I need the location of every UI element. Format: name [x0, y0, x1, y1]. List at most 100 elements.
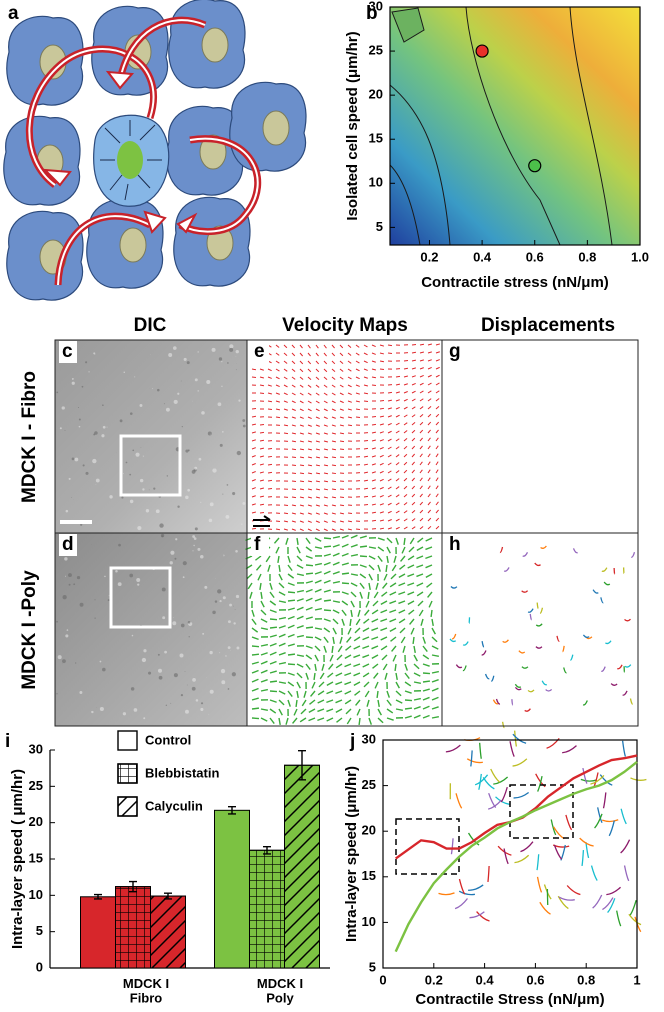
y-tick-label: 20 [29, 814, 43, 829]
velocity-vector [259, 463, 264, 466]
velocity-vector [387, 486, 392, 490]
velocity-vector [260, 708, 269, 712]
speckle [130, 687, 135, 691]
speckle [188, 636, 190, 638]
x-tick-label: 0.4 [473, 249, 492, 264]
track [602, 792, 607, 809]
velocity-vector [347, 344, 352, 349]
y-axis-label: Isolated cell speed (μm/hr) [344, 31, 361, 220]
velocity-vector [403, 438, 408, 442]
velocity-vector [404, 699, 413, 702]
velocity-vector [339, 384, 344, 388]
velocity-vector [411, 485, 416, 490]
velocity-vector [387, 446, 392, 450]
velocity-vector [395, 681, 400, 689]
velocity-vector [299, 400, 304, 404]
speckle [193, 537, 197, 540]
speckle [157, 388, 160, 392]
velocity-vector [315, 456, 321, 459]
track [479, 742, 482, 759]
velocity-vector [323, 408, 328, 412]
velocity-vector [278, 681, 287, 685]
speckle [140, 446, 142, 448]
velocity-vector [251, 439, 256, 442]
track [500, 786, 508, 803]
velocity-vector [389, 582, 397, 588]
speckle [226, 484, 229, 486]
speckle [165, 407, 170, 412]
x-tick-label: 1 [633, 972, 640, 987]
velocity-vector [419, 526, 424, 530]
panel-letter: b [366, 3, 378, 24]
velocity-vector [363, 439, 369, 442]
velocity-vector [371, 447, 376, 450]
column-title: DIC [134, 315, 167, 336]
velocity-vector [403, 398, 408, 402]
velocity-vector [301, 699, 307, 707]
velocity-vector [326, 717, 334, 722]
velocity-vector [326, 708, 334, 713]
velocity-vector [371, 609, 379, 615]
velocity-vector [345, 645, 352, 651]
speckle [102, 667, 106, 672]
velocity-vector [355, 368, 360, 372]
track [539, 607, 544, 614]
speckle [143, 717, 146, 720]
velocity-vector [395, 446, 400, 450]
velocity-vector [427, 359, 432, 362]
track [562, 745, 577, 754]
track [541, 680, 548, 686]
velocity-vector [368, 573, 373, 581]
track [620, 808, 627, 825]
image-texture [56, 341, 647, 933]
velocity-vector [339, 424, 345, 427]
speckle [235, 356, 237, 358]
velocity-vector [283, 512, 289, 515]
speckle [139, 403, 143, 407]
speckle [173, 399, 178, 404]
bar-hatch [150, 895, 186, 969]
x-tick-label: 0.4 [476, 972, 495, 987]
velocity-vector [371, 636, 379, 641]
track [540, 545, 547, 549]
velocity-vector [283, 368, 288, 372]
track [592, 894, 603, 909]
speckle [229, 603, 232, 607]
speckle [219, 652, 221, 654]
velocity-vector [331, 496, 337, 499]
velocity-vector [341, 582, 350, 585]
velocity-vector [315, 464, 321, 467]
velocity-vector [307, 464, 313, 467]
velocity-vector [255, 555, 262, 561]
velocity-vector [278, 633, 286, 638]
velocity-vector [339, 416, 344, 419]
velocity-vector [287, 699, 291, 707]
velocity-vector [407, 573, 415, 578]
velocity-vector [395, 438, 400, 442]
track [580, 778, 598, 782]
speckle [56, 693, 58, 695]
velocity-vector [350, 582, 358, 587]
speckle [185, 709, 189, 714]
speckle [197, 351, 199, 353]
speckle [64, 430, 66, 431]
velocity-vector [435, 398, 440, 402]
velocity-vector [291, 344, 296, 349]
velocity-vector [427, 421, 432, 426]
bar [214, 809, 250, 969]
velocity-vector [427, 477, 431, 482]
track [476, 911, 490, 922]
velocity-vector [431, 687, 439, 692]
panel-letter: i [5, 731, 10, 752]
speckle [73, 583, 76, 586]
velocity-vector [315, 352, 319, 357]
speckle [221, 361, 223, 363]
speckle [222, 493, 224, 495]
velocity-vector [275, 352, 280, 356]
track [608, 820, 615, 837]
velocity-vector [331, 408, 336, 412]
velocity-vector [332, 535, 341, 539]
velocity-vector [299, 488, 305, 491]
velocity-vector [267, 487, 273, 490]
velocity-vector [305, 663, 311, 670]
